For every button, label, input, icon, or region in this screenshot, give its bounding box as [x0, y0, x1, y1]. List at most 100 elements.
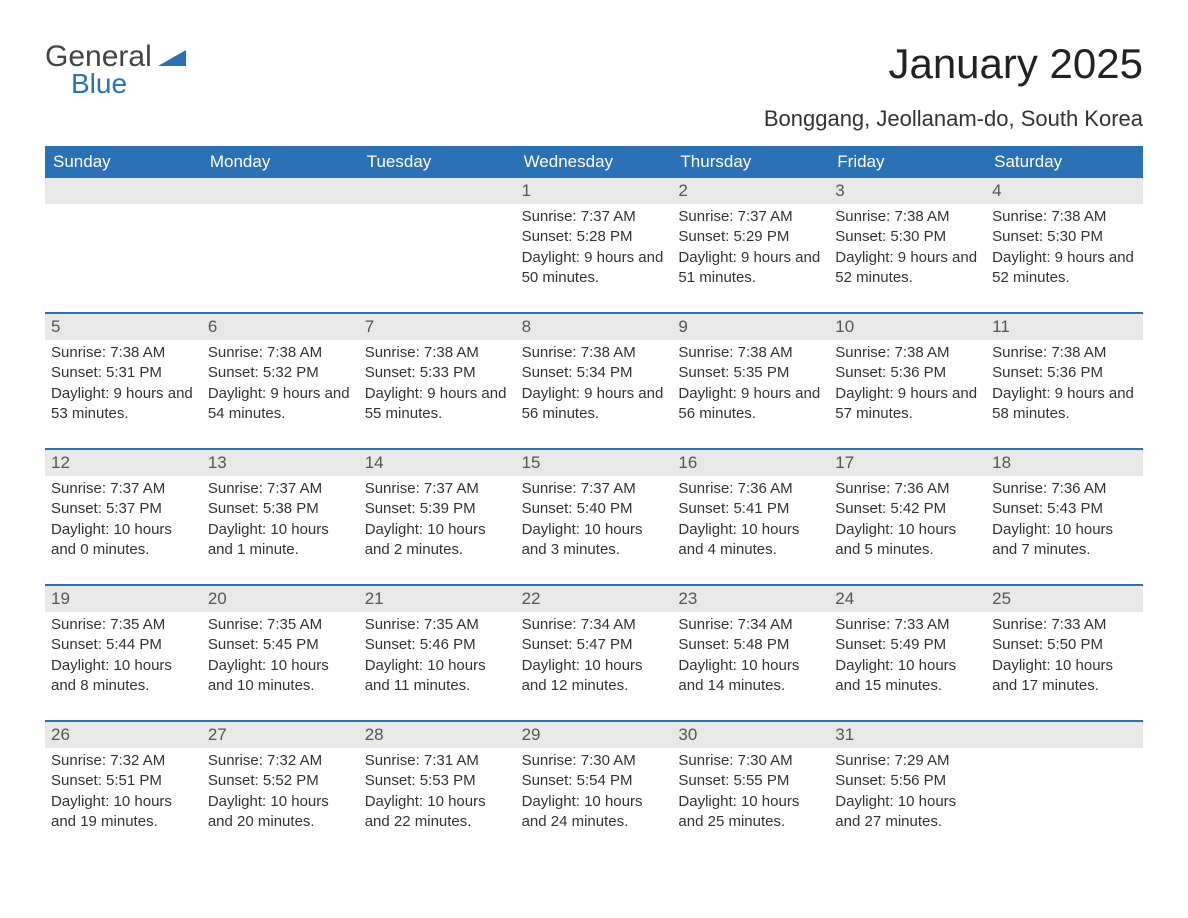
day-detail: Sunrise: 7:38 AMSunset: 5:30 PMDaylight:… [986, 204, 1143, 312]
sunset-text: Sunset: 5:32 PM [208, 363, 353, 383]
sunrise-text: Sunrise: 7:38 AM [992, 343, 1137, 363]
sunset-text: Sunset: 5:34 PM [522, 363, 667, 383]
sunrise-text: Sunrise: 7:36 AM [992, 479, 1137, 499]
daynum-row: 12131415161718 [45, 450, 1143, 476]
day-detail: Sunrise: 7:38 AMSunset: 5:32 PMDaylight:… [202, 340, 359, 448]
day-detail: Sunrise: 7:36 AMSunset: 5:43 PMDaylight:… [986, 476, 1143, 584]
day-number: 13 [202, 450, 359, 476]
calendar-week: 567891011Sunrise: 7:38 AMSunset: 5:31 PM… [45, 312, 1143, 448]
sunset-text: Sunset: 5:38 PM [208, 499, 353, 519]
calendar: SundayMondayTuesdayWednesdayThursdayFrid… [45, 146, 1143, 856]
day-detail [986, 748, 1143, 856]
logo: General Blue [45, 40, 186, 100]
sunset-text: Sunset: 5:30 PM [835, 227, 980, 247]
daylight-text: Daylight: 10 hours and 10 minutes. [208, 656, 353, 697]
calendar-week: 19202122232425Sunrise: 7:35 AMSunset: 5:… [45, 584, 1143, 720]
day-detail: Sunrise: 7:38 AMSunset: 5:35 PMDaylight:… [672, 340, 829, 448]
week-body-row: Sunrise: 7:37 AMSunset: 5:28 PMDaylight:… [45, 204, 1143, 312]
daylight-text: Daylight: 9 hours and 58 minutes. [992, 384, 1137, 425]
weekday-header: Wednesday [516, 146, 673, 178]
daylight-text: Daylight: 9 hours and 53 minutes. [51, 384, 196, 425]
sunrise-text: Sunrise: 7:38 AM [835, 207, 980, 227]
sunrise-text: Sunrise: 7:33 AM [835, 615, 980, 635]
day-number: 14 [359, 450, 516, 476]
day-number: 6 [202, 314, 359, 340]
weekday-header: Tuesday [359, 146, 516, 178]
day-number: 16 [672, 450, 829, 476]
day-number: 8 [516, 314, 673, 340]
day-number: 12 [45, 450, 202, 476]
calendar-week: 1234 Sunrise: 7:37 AMSunset: 5:28 PMDayli… [45, 178, 1143, 312]
daylight-text: Daylight: 9 hours and 57 minutes. [835, 384, 980, 425]
sunset-text: Sunset: 5:54 PM [522, 771, 667, 791]
day-detail: Sunrise: 7:37 AMSunset: 5:38 PMDaylight:… [202, 476, 359, 584]
day-detail: Sunrise: 7:34 AMSunset: 5:47 PMDaylight:… [516, 612, 673, 720]
day-number: 25 [986, 586, 1143, 612]
sunrise-text: Sunrise: 7:37 AM [678, 207, 823, 227]
week-body-row: Sunrise: 7:37 AMSunset: 5:37 PMDaylight:… [45, 476, 1143, 584]
day-number: 3 [829, 178, 986, 204]
sunrise-text: Sunrise: 7:35 AM [365, 615, 510, 635]
day-detail: Sunrise: 7:38 AMSunset: 5:36 PMDaylight:… [986, 340, 1143, 448]
sunrise-text: Sunrise: 7:38 AM [522, 343, 667, 363]
daylight-text: Daylight: 10 hours and 1 minute. [208, 520, 353, 561]
sunset-text: Sunset: 5:29 PM [678, 227, 823, 247]
daylight-text: Daylight: 10 hours and 20 minutes. [208, 792, 353, 833]
day-detail: Sunrise: 7:35 AMSunset: 5:46 PMDaylight:… [359, 612, 516, 720]
day-detail: Sunrise: 7:35 AMSunset: 5:45 PMDaylight:… [202, 612, 359, 720]
day-detail: Sunrise: 7:37 AMSunset: 5:28 PMDaylight:… [516, 204, 673, 312]
day-number [359, 178, 516, 204]
week-body-row: Sunrise: 7:35 AMSunset: 5:44 PMDaylight:… [45, 612, 1143, 720]
day-detail: Sunrise: 7:37 AMSunset: 5:40 PMDaylight:… [516, 476, 673, 584]
sunset-text: Sunset: 5:33 PM [365, 363, 510, 383]
day-number: 9 [672, 314, 829, 340]
sunset-text: Sunset: 5:41 PM [678, 499, 823, 519]
day-number: 2 [672, 178, 829, 204]
sunrise-text: Sunrise: 7:34 AM [522, 615, 667, 635]
sunset-text: Sunset: 5:43 PM [992, 499, 1137, 519]
sunrise-text: Sunrise: 7:38 AM [678, 343, 823, 363]
logo-triangle-icon [158, 46, 186, 71]
sunset-text: Sunset: 5:48 PM [678, 635, 823, 655]
day-number [202, 178, 359, 204]
daylight-text: Daylight: 10 hours and 11 minutes. [365, 656, 510, 697]
daylight-text: Daylight: 10 hours and 0 minutes. [51, 520, 196, 561]
day-number: 4 [986, 178, 1143, 204]
day-number: 1 [516, 178, 673, 204]
day-detail: Sunrise: 7:32 AMSunset: 5:51 PMDaylight:… [45, 748, 202, 856]
day-number [45, 178, 202, 204]
day-number: 23 [672, 586, 829, 612]
sunset-text: Sunset: 5:46 PM [365, 635, 510, 655]
sunrise-text: Sunrise: 7:30 AM [522, 751, 667, 771]
sunrise-text: Sunrise: 7:35 AM [51, 615, 196, 635]
day-detail [202, 204, 359, 312]
sunset-text: Sunset: 5:56 PM [835, 771, 980, 791]
daylight-text: Daylight: 10 hours and 2 minutes. [365, 520, 510, 561]
daylight-text: Daylight: 9 hours and 50 minutes. [522, 248, 667, 289]
sunrise-text: Sunrise: 7:38 AM [51, 343, 196, 363]
sunrise-text: Sunrise: 7:37 AM [208, 479, 353, 499]
daylight-text: Daylight: 9 hours and 52 minutes. [992, 248, 1137, 289]
daylight-text: Daylight: 10 hours and 4 minutes. [678, 520, 823, 561]
daylight-text: Daylight: 10 hours and 17 minutes. [992, 656, 1137, 697]
day-detail: Sunrise: 7:36 AMSunset: 5:42 PMDaylight:… [829, 476, 986, 584]
sunrise-text: Sunrise: 7:38 AM [992, 207, 1137, 227]
day-detail: Sunrise: 7:34 AMSunset: 5:48 PMDaylight:… [672, 612, 829, 720]
day-number: 10 [829, 314, 986, 340]
daylight-text: Daylight: 10 hours and 24 minutes. [522, 792, 667, 833]
sunrise-text: Sunrise: 7:34 AM [678, 615, 823, 635]
weekday-header-row: SundayMondayTuesdayWednesdayThursdayFrid… [45, 146, 1143, 178]
day-number: 11 [986, 314, 1143, 340]
sunrise-text: Sunrise: 7:37 AM [365, 479, 510, 499]
day-number: 19 [45, 586, 202, 612]
sunrise-text: Sunrise: 7:36 AM [678, 479, 823, 499]
sunrise-text: Sunrise: 7:35 AM [208, 615, 353, 635]
day-detail: Sunrise: 7:38 AMSunset: 5:30 PMDaylight:… [829, 204, 986, 312]
sunrise-text: Sunrise: 7:37 AM [51, 479, 196, 499]
sunrise-text: Sunrise: 7:38 AM [208, 343, 353, 363]
sunset-text: Sunset: 5:39 PM [365, 499, 510, 519]
day-number: 18 [986, 450, 1143, 476]
weekday-header: Friday [829, 146, 986, 178]
sunset-text: Sunset: 5:40 PM [522, 499, 667, 519]
week-body-row: Sunrise: 7:38 AMSunset: 5:31 PMDaylight:… [45, 340, 1143, 448]
